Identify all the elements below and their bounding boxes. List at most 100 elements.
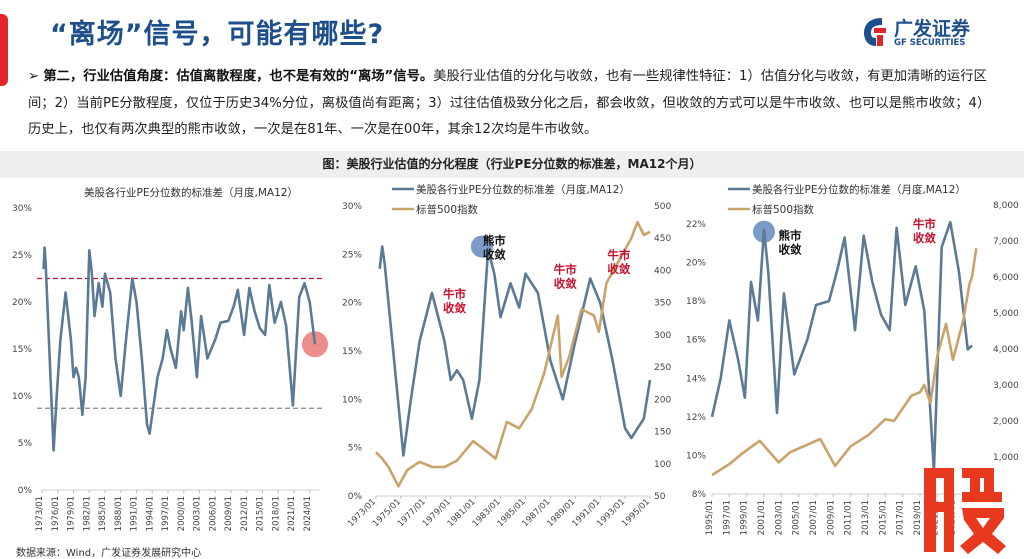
- x-tick-label: 1994/01: [145, 496, 155, 531]
- x-tick-label: 2007/01: [809, 500, 819, 535]
- x-tick-label: 2003/01: [774, 500, 784, 535]
- x-tick-label: 2015/01: [878, 500, 888, 535]
- y2-tick-label: 350: [654, 299, 671, 309]
- y-tick-label: 18%: [686, 297, 706, 307]
- data-source: 数据来源：Wind，广发证券发展研究中心: [16, 548, 202, 559]
- y-tick-label: 8%: [692, 490, 707, 500]
- x-tick-label: 2024/01: [303, 496, 313, 531]
- x-tick-label: 2006/01: [208, 496, 218, 531]
- bullet-paragraph: ➢ 第二，行业估值角度：估值离散程度，也不是有效的“离场”信号。美股行业估值的分…: [28, 64, 1003, 144]
- figure-caption: 图：美股行业估值的分化程度（行业PE分位数的标准差，MA12个月）: [0, 151, 1024, 178]
- y-tick-label: 15%: [12, 345, 32, 355]
- x-tick-label: 1985/01: [98, 496, 108, 531]
- y2-tick-label: 250: [654, 363, 671, 373]
- y-tick-label: 0%: [18, 486, 33, 496]
- annotation-bull: 收敛: [443, 301, 466, 315]
- y2-tick-label: 450: [654, 234, 671, 244]
- x-tick-label: 2003/01: [193, 496, 203, 531]
- x-tick-label: 2001/01: [757, 500, 767, 535]
- pe-std-line: [710, 220, 973, 473]
- x-tick-label: 2011/01: [844, 500, 854, 535]
- y-tick-label: 30%: [12, 204, 32, 214]
- legend-label: 美股各行业PE分位数的标准差（月度,MA12）: [416, 183, 630, 196]
- x-tick-label: 2018/01: [271, 496, 281, 531]
- annotation-bear: 熊市: [483, 234, 506, 248]
- y2-tick-label: 8,000: [993, 201, 1019, 211]
- y2-tick-label: 7,000: [993, 237, 1019, 247]
- y2-tick-label: 100: [654, 460, 671, 470]
- annotation-bull: 牛市: [443, 287, 466, 301]
- annotation-bull: 牛市: [554, 263, 577, 277]
- logo-text-en: GF SECURITIES: [894, 38, 966, 48]
- x-tick-label: 1973/01: [35, 496, 45, 531]
- y2-tick-label: 3,000: [993, 381, 1019, 391]
- y2-tick-label: 150: [654, 428, 671, 438]
- y2-tick-label: 2,000: [993, 417, 1019, 427]
- annotation-bull: 牛市: [607, 248, 630, 262]
- x-tick-label: 1997/01: [161, 496, 171, 531]
- x-tick-label: 2015/01: [256, 496, 266, 531]
- page-title: “离场”信号，可能有哪些?: [50, 19, 385, 50]
- accent-bar: [0, 14, 8, 86]
- x-tick-label: 2005/01: [792, 500, 802, 535]
- chart-title: 美股各行业PE分位数的标准差（月度,MA12）: [84, 186, 298, 199]
- sp500-line: [375, 220, 651, 488]
- y-tick-label: 10%: [12, 392, 32, 402]
- y2-tick-label: 4,000: [993, 345, 1019, 355]
- y-tick-label: 15%: [342, 347, 362, 357]
- y2-tick-label: 50: [654, 492, 666, 502]
- x-tick-label: 1995/01: [705, 500, 715, 535]
- x-tick-label: 1999/01: [740, 500, 750, 535]
- y2-tick-label: 500: [654, 202, 671, 212]
- pe-std-line: [42, 246, 317, 452]
- x-tick-label: 2019/01: [913, 500, 923, 535]
- y2-tick-label: 1,000: [993, 453, 1019, 463]
- pe-std-line: [378, 245, 652, 457]
- y-tick-label: 0%: [348, 492, 363, 502]
- y2-tick-label: 200: [654, 395, 671, 405]
- y-tick-label: 5%: [18, 439, 33, 449]
- y-tick-label: 10%: [342, 395, 362, 405]
- x-tick-label: 2021/01: [287, 496, 297, 531]
- charts: 0% 5% 10% 15% 20% 25% 30% 1973/01 1976/01 1979/01…: [12, 183, 1019, 535]
- x-tick-label: 1979/01: [67, 496, 77, 531]
- y2-tick-label: 5,000: [993, 309, 1019, 319]
- x-tick-label: 1982/01: [82, 496, 92, 531]
- logo-text-cn: 广发证券: [894, 18, 971, 40]
- bullet-lead: 第二，行业估值角度：估值离散程度，也不是有效的“离场”信号。: [43, 69, 434, 84]
- y-tick-label: 14%: [686, 374, 706, 384]
- x-tick-label: 2012/01: [240, 496, 250, 531]
- y-tick-label: 20%: [12, 298, 32, 308]
- annotation-bull: 收敛: [607, 262, 630, 276]
- annotation-bear: 收敛: [779, 242, 802, 256]
- y2-tick-label: 300: [654, 331, 671, 341]
- y-tick-label: 20%: [342, 299, 362, 309]
- annotation-bull: 收敛: [554, 277, 577, 291]
- legend-label: 标普500指数: [752, 203, 815, 216]
- bullet-text: 美股行业估值的分化与收敛，也有一些规律性特征：1）估值分化与收敛，有更加清晰的运…: [28, 69, 991, 137]
- y-tick-label: 25%: [342, 250, 362, 260]
- x-tick-label: 2009/01: [826, 500, 836, 535]
- x-tick-label: 1997/01: [722, 500, 732, 535]
- y-tick-label: 5%: [348, 444, 363, 454]
- gf-logo-icon: [864, 18, 886, 46]
- x-tick-label: 1988/01: [114, 496, 124, 531]
- x-tick-label: 1991/01: [130, 496, 140, 531]
- x-tick-label: 2009/01: [224, 496, 234, 531]
- y-tick-label: 12%: [686, 413, 706, 423]
- y-tick-label: 16%: [686, 336, 706, 346]
- watermark-stamp: [924, 468, 1006, 554]
- y-tick-label: 25%: [12, 251, 32, 261]
- y-tick-label: 22%: [686, 220, 706, 230]
- y2-tick-label: 400: [654, 266, 671, 276]
- y2-tick-label: 6,000: [993, 273, 1019, 283]
- x-tick-label: 1976/01: [51, 496, 61, 531]
- annotation-bull: 收敛: [913, 231, 936, 245]
- legend-label: 美股各行业PE分位数的标准差（月度,MA12）: [752, 183, 966, 196]
- logo: 广发证券 GF SECURITIES: [862, 16, 992, 52]
- x-tick-label: 2000/01: [177, 496, 187, 531]
- legend-label: 标普500指数: [416, 203, 479, 216]
- x-tick-label: 2017/01: [896, 500, 906, 535]
- annotation-bear: 熊市: [779, 228, 802, 242]
- y-tick-label: 10%: [686, 451, 706, 461]
